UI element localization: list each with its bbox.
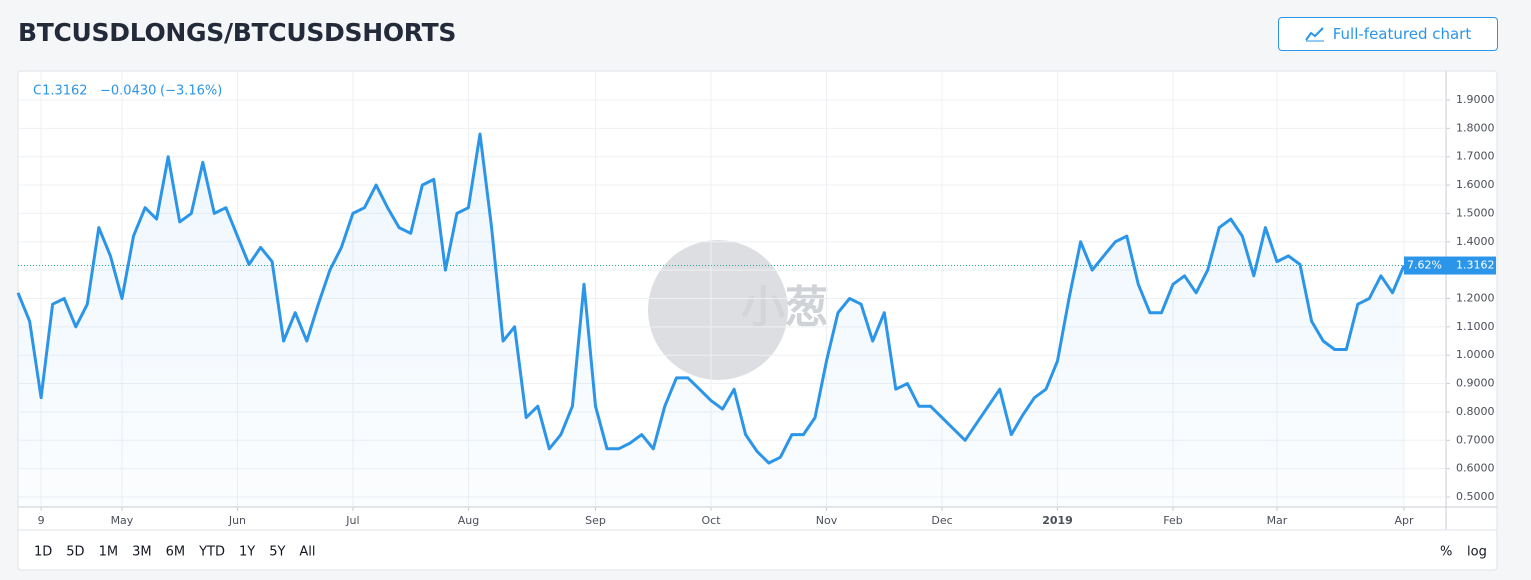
legend-change-percent: (−3.16%) (160, 84, 222, 99)
range-button[interactable]: 1D (34, 545, 52, 560)
x-tick-label: Dec (931, 514, 952, 527)
y-tick-label: 1.0000 (1456, 348, 1495, 361)
x-tick-label: 9 (38, 514, 45, 527)
x-tick-label: Sep (585, 514, 606, 527)
button-label: Full-featured chart (1332, 25, 1472, 43)
y-tick-label: 0.9000 (1456, 377, 1495, 390)
y-tick-label: 1.8000 (1456, 121, 1495, 134)
y-tick-label: 1.1000 (1456, 320, 1495, 333)
line (16, 132, 1406, 465)
page-title: BTCUSDLONGS/BTCUSDSHORTS (18, 18, 457, 47)
legend-close: C1.3162 (33, 84, 88, 99)
chart-icon (1304, 27, 1324, 42)
x-tick-label: 2019 (1042, 514, 1073, 527)
price-percent-label: 7.62% (1407, 259, 1442, 272)
range-button[interactable]: 3M (132, 545, 152, 560)
y-tick-label: 0.7000 (1456, 433, 1495, 446)
y-tick-label: 1.7000 (1456, 150, 1495, 163)
y-tick-label: 1.4000 (1456, 235, 1495, 248)
range-button[interactable]: 1M (99, 545, 119, 560)
legend-change: −0.0430 (100, 84, 156, 99)
y-tick-label: 1.9000 (1456, 93, 1495, 106)
x-tick-label: Oct (701, 514, 721, 527)
range-button[interactable]: 5D (66, 545, 84, 560)
price-badge-percent (1404, 256, 1446, 275)
price-label: 1.3162 (1456, 259, 1495, 272)
x-tick-label: Mar (1267, 514, 1288, 527)
range-button[interactable]: 5Y (269, 545, 285, 560)
y-tick-label: 1.5000 (1456, 206, 1495, 219)
range-button[interactable]: 6M (166, 545, 186, 560)
x-tick-label: Jun (228, 514, 246, 527)
y-tick-label: 0.6000 (1456, 462, 1495, 475)
watermark: 小葱 (741, 282, 829, 333)
y-tick-label: 1.6000 (1456, 178, 1495, 191)
range-button[interactable]: YTD (198, 545, 225, 560)
y-tick-label: 0.8000 (1456, 405, 1495, 418)
watermark-logo (648, 240, 788, 380)
x-tick-label: May (111, 514, 134, 527)
scale-button[interactable]: log (1467, 545, 1487, 560)
full-chart-button[interactable]: Full-featured chart (1278, 17, 1498, 51)
y-tick-label: 1.2000 (1456, 291, 1495, 304)
x-tick-label: Apr (1394, 514, 1414, 527)
x-tick-label: Nov (816, 514, 838, 527)
range-button[interactable]: All (299, 545, 315, 560)
x-tick-label: Jul (345, 514, 359, 527)
x-tick-label: Aug (458, 514, 479, 527)
y-tick-label: 1.3000 (1456, 263, 1495, 276)
price-badge (1446, 256, 1496, 275)
range-button[interactable]: 1Y (239, 545, 255, 560)
area (18, 134, 1404, 507)
scale-button[interactable]: % (1440, 545, 1452, 560)
chart-panel (17, 70, 1498, 571)
x-tick-label: Feb (1163, 514, 1182, 527)
y-tick-label: 0.5000 (1456, 490, 1495, 503)
